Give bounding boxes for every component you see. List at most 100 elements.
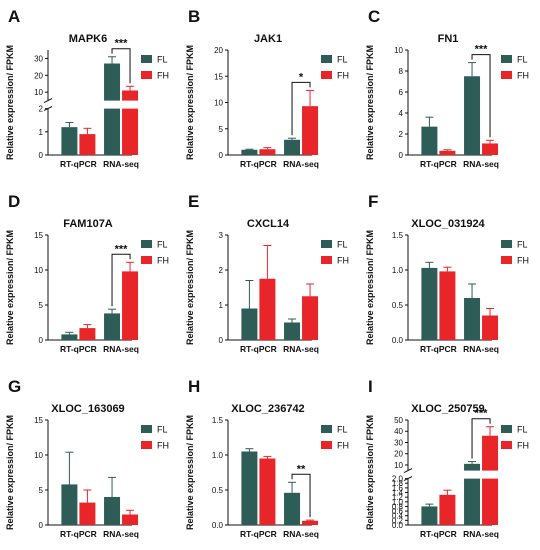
- panel-letter: F: [368, 192, 378, 211]
- legend-label: FL: [337, 240, 348, 250]
- x-tick-label: RT-qPCR: [60, 529, 97, 539]
- y-tick-label: 3: [219, 231, 224, 240]
- legend-swatch-fl: [321, 240, 332, 248]
- y-tick-label: 30: [394, 438, 403, 447]
- legend-label: FH: [517, 256, 529, 266]
- legend-swatch-fh: [501, 256, 512, 264]
- legend-swatch-fh: [321, 71, 332, 79]
- legend-label: FL: [157, 425, 168, 435]
- y-tick-label: 10: [34, 451, 43, 460]
- bar-fl: [241, 451, 258, 525]
- panel-title: XLOC_031924: [411, 218, 485, 230]
- bar-fl: [464, 463, 481, 525]
- y-tick-label: 0.4: [392, 512, 404, 521]
- y-tick-label: 15: [34, 231, 43, 240]
- bar-break-gap: [463, 470, 482, 479]
- y-tick-label: 0: [399, 151, 404, 160]
- bar-fl: [284, 139, 301, 155]
- y-tick-label: 5: [219, 125, 224, 134]
- y-tick-label: 2: [219, 266, 224, 275]
- legend-swatch-fl: [501, 240, 512, 248]
- legend-swatch-fh: [501, 441, 512, 449]
- y-tick-label: 10: [394, 461, 403, 470]
- bar-fl: [284, 492, 301, 525]
- y-tick-label: 1: [219, 301, 224, 310]
- y-tick-label: 10: [34, 266, 43, 275]
- y-tick-label: 2.0: [392, 475, 404, 484]
- x-tick-label: RT-qPCR: [240, 159, 277, 169]
- y-tick-label: 1.0: [212, 451, 224, 460]
- legend-label: FH: [157, 441, 169, 451]
- y-tick-label: 0.0: [392, 521, 404, 530]
- chart-panel: D FAM107A Relative expression/ FPKM 0 5 10 15 R…: [5, 192, 169, 354]
- legend-label: FH: [337, 441, 349, 451]
- y-tick-label: 30: [34, 54, 43, 63]
- y-tick-label: 2: [39, 105, 44, 114]
- y-tick-label: 0: [219, 151, 224, 160]
- legend-label: FH: [337, 256, 349, 266]
- y-axis-label: Relative expression/ FPKM: [365, 415, 375, 530]
- y-axis-label: Relative expression/ FPKM: [5, 230, 15, 345]
- y-axis-label: Relative expression/ FPKM: [185, 230, 195, 345]
- legend-swatch-fl: [141, 425, 152, 433]
- x-tick-label: RT-qPCR: [240, 529, 277, 539]
- legend-label: FL: [157, 240, 168, 250]
- legend-swatch-fl: [501, 55, 512, 63]
- y-tick-label: 0: [39, 521, 44, 530]
- axis-break-mark: [403, 468, 413, 474]
- panel-letter: B: [188, 7, 200, 26]
- panel-letter: H: [188, 377, 200, 396]
- chart-panel: A MAPK6 Relative expression/ FPKM 0 1 2 10 20 30…: [5, 7, 169, 169]
- y-tick-label: 5: [39, 486, 44, 495]
- x-tick-label: RT-qPCR: [420, 159, 457, 169]
- legend-label: FH: [517, 441, 529, 451]
- bar-fh: [122, 271, 139, 340]
- significance-bracket: [291, 473, 311, 518]
- y-tick-label: 1.5: [392, 231, 404, 240]
- axis-break-mark: [43, 98, 53, 104]
- panel-title: FAM107A: [63, 218, 113, 230]
- x-tick-label: RNA-seq: [283, 344, 319, 354]
- significance-bracket: [111, 253, 131, 307]
- significance-bracket: [471, 54, 491, 138]
- y-tick-label: 1.5: [212, 416, 224, 425]
- significance-label: *: [299, 71, 304, 83]
- chart-panel: B JAK1 Relative expression/ FPKM 0 5 10 15 20 RT…: [185, 7, 349, 169]
- legend-label: FL: [517, 240, 528, 250]
- panel-letter: C: [368, 7, 380, 26]
- bar-fl: [421, 506, 438, 525]
- bar-fl: [241, 308, 258, 340]
- panel-title: JAK1: [254, 33, 282, 45]
- chart-panel: E CXCL14 Relative expression/ FPKM 0 1 2 3 RT-q…: [185, 192, 349, 354]
- x-tick-label: RT-qPCR: [60, 159, 97, 169]
- y-axis-label: Relative expression/ FPKM: [185, 415, 195, 530]
- bar-fh: [259, 458, 276, 525]
- y-tick-label: 10: [394, 46, 403, 55]
- y-tick-label: 0.2: [392, 516, 404, 525]
- bar-fl: [421, 267, 438, 340]
- chart-panel: C FN1 Relative expression/ FPKM 0 2 4 6 8 10 RT-q…: [365, 7, 529, 169]
- y-tick-label: 20: [214, 46, 223, 55]
- x-tick-label: RT-qPCR: [240, 344, 277, 354]
- bar-fh: [482, 435, 499, 525]
- significance-label: ***: [115, 38, 129, 50]
- panel-title: CXCL14: [247, 218, 290, 230]
- x-tick-label: RNA-seq: [283, 159, 319, 169]
- x-tick-label: RT-qPCR: [420, 344, 457, 354]
- bar-fh: [302, 296, 319, 340]
- panel-letter: D: [8, 192, 20, 211]
- y-tick-label: 8: [399, 67, 404, 76]
- legend-label: FL: [337, 425, 348, 435]
- y-tick-label: 0: [219, 336, 224, 345]
- y-tick-label: 5: [39, 301, 44, 310]
- y-tick-label: 0.8: [392, 502, 404, 511]
- y-tick-label: 40: [394, 427, 403, 436]
- y-tick-label: 0: [39, 151, 44, 160]
- panel-letter: G: [8, 377, 21, 396]
- chart-panel: I XLOC_250759 Relative expression/ FPKM 0.0…: [365, 377, 529, 539]
- x-tick-label: RT-qPCR: [420, 529, 457, 539]
- panel-title: XLOC_163069: [51, 403, 124, 415]
- legend-label: FL: [517, 55, 528, 65]
- y-tick-label: 0.5: [392, 301, 404, 310]
- x-tick-label: RNA-seq: [283, 529, 319, 539]
